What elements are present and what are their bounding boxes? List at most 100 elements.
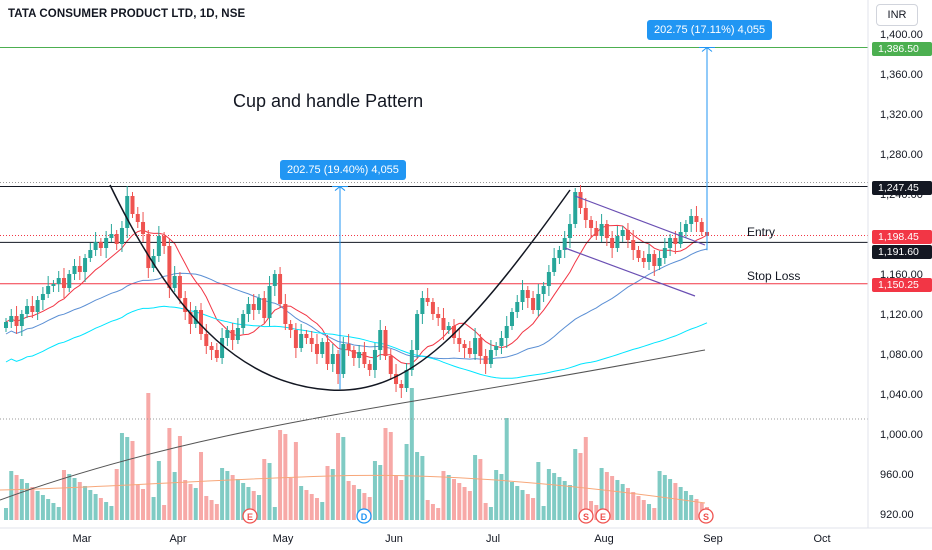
candle-body <box>430 302 435 314</box>
volume-bar <box>193 488 198 520</box>
price-tag-stoploss: 1,150.25 <box>872 278 932 292</box>
candle-body <box>404 370 409 388</box>
entry-label: Entry <box>747 225 776 239</box>
candle-body <box>188 312 193 324</box>
candle-body <box>309 338 314 344</box>
volume-bar <box>420 456 425 520</box>
candle-body <box>146 234 151 268</box>
volume-bar <box>272 507 277 520</box>
volume-bar <box>357 489 362 520</box>
candle-body <box>304 334 309 338</box>
volume-bar <box>146 393 151 520</box>
candle-body <box>699 222 704 232</box>
candle-body <box>467 348 472 354</box>
volume-ma-line <box>0 474 706 504</box>
volume-bars <box>0 388 709 520</box>
event-marker-earnings <box>595 508 611 524</box>
event-marker-split <box>698 508 714 524</box>
candle-body <box>694 216 699 222</box>
volume-bar <box>473 455 478 520</box>
candle-body <box>246 304 251 314</box>
volume-bar <box>235 479 240 520</box>
time-tick-label: Apr <box>169 533 186 545</box>
candle-body <box>641 258 646 262</box>
volume-bar <box>383 428 388 520</box>
candle-body <box>367 364 372 370</box>
price-tick-label: 920.00 <box>880 509 914 521</box>
volume-bar <box>494 470 499 520</box>
handle-channel-upper <box>574 195 706 246</box>
candle-body <box>478 338 483 356</box>
candle-body <box>604 224 609 238</box>
candle-body <box>4 322 8 328</box>
time-tick-label: Jul <box>486 533 500 545</box>
volume-bar <box>251 491 256 520</box>
ma-short-line <box>5 224 708 365</box>
volume-bar <box>61 470 66 520</box>
candle-body <box>357 352 362 358</box>
volume-bar <box>151 497 156 520</box>
candle-body <box>594 228 599 236</box>
volume-bar <box>678 487 683 520</box>
volume-bar <box>241 483 246 520</box>
stoploss-label: Stop Loss <box>747 269 801 283</box>
volume-bar <box>467 491 472 520</box>
volume-bar <box>72 478 77 520</box>
volume-bar <box>267 463 272 520</box>
candle-body <box>214 350 219 358</box>
candle-body <box>299 334 304 348</box>
candle-body <box>610 238 615 248</box>
candle-body <box>678 232 683 244</box>
candle-body <box>683 224 688 232</box>
volume-bar <box>488 507 493 520</box>
candle-body <box>72 266 77 274</box>
volume-bar <box>673 483 678 520</box>
volume-bar <box>457 483 462 520</box>
volume-bar <box>46 499 51 520</box>
price-tick-label: 960.00 <box>880 469 914 481</box>
volume-bar <box>56 507 61 520</box>
volume-bar <box>30 487 35 520</box>
candle-body <box>394 374 399 384</box>
volume-bar <box>509 482 514 520</box>
volume-bar <box>652 508 657 520</box>
time-tick-label: Sep <box>703 533 723 545</box>
candle-body <box>30 306 35 312</box>
candle-body <box>320 342 325 354</box>
event-marker-label: D <box>361 512 368 522</box>
candle-body <box>88 250 93 258</box>
volume-bar <box>430 504 435 520</box>
currency-button[interactable]: INR <box>876 4 918 26</box>
candle-body <box>35 300 40 312</box>
event-marker-label: E <box>600 512 606 522</box>
volume-bar <box>636 496 641 520</box>
volume-bar <box>578 453 583 520</box>
candle-body <box>673 238 678 244</box>
candle-body <box>288 324 293 330</box>
candle-body <box>267 286 272 318</box>
candle-body <box>473 338 478 354</box>
volume-bar <box>283 434 288 520</box>
volume-bar <box>399 480 404 520</box>
candle-body <box>362 352 367 364</box>
volume-bar <box>515 486 520 520</box>
candle-body <box>504 326 509 338</box>
candle-body <box>167 246 172 288</box>
volume-bar <box>346 481 351 520</box>
volume-bar <box>172 472 177 520</box>
candle-body <box>172 276 177 288</box>
volume-bar <box>525 494 530 520</box>
candle-body <box>399 384 404 388</box>
candle-body <box>541 286 546 294</box>
candle-body <box>599 224 604 236</box>
handle-channel-lower <box>564 247 696 297</box>
candle-body <box>341 344 346 374</box>
candle-body <box>220 338 225 358</box>
candle-body <box>689 216 694 224</box>
candle-body <box>525 290 530 298</box>
volume-bar <box>214 504 219 520</box>
time-tick-label: Jun <box>385 533 403 545</box>
candle-body <box>573 192 578 224</box>
